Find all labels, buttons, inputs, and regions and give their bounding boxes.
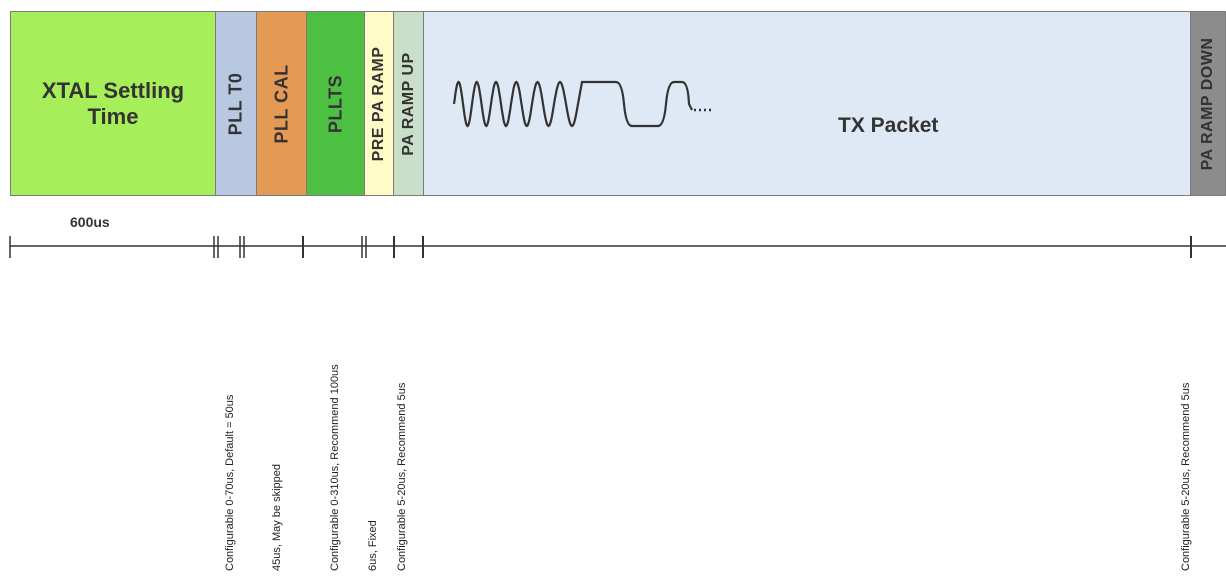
note-pa-ramp-up: Configurable 5-20us, Recommend 5us [396, 382, 408, 571]
segment-xtal-settling: XTAL Settling Time [10, 11, 216, 196]
segment-pre-pa-ramp: PRE PA RAMP [364, 11, 394, 196]
segment-pllts: PLLTS [306, 11, 365, 196]
note-pa-ramp-down: Configurable 5-20us, Recommend 5us [1180, 382, 1192, 571]
segment-xtal-settling-label: XTAL Settling Time [41, 78, 185, 129]
xtal-duration-label: 600us [70, 214, 110, 230]
segment-tx-packet: TX Packet [423, 11, 1191, 196]
note-pll-t0: Configurable 0-70us, Default = 50us [224, 394, 236, 571]
note-pll-cal: 45us, May be skipped [271, 463, 283, 571]
note-pre-pa-ramp: 6us, Fixed [367, 520, 379, 571]
timeline-axis [9, 236, 1226, 258]
note-pllts: Configurable 0-310us, Recommend 100us [329, 364, 341, 571]
segment-tx-packet-label: TX Packet [838, 114, 939, 137]
segment-pll-t0: PLL T0 [215, 11, 257, 196]
modulated-waveform [452, 80, 712, 128]
segment-pa-ramp-up: PA RAMP UP [393, 11, 424, 196]
waveform-line [452, 80, 693, 128]
